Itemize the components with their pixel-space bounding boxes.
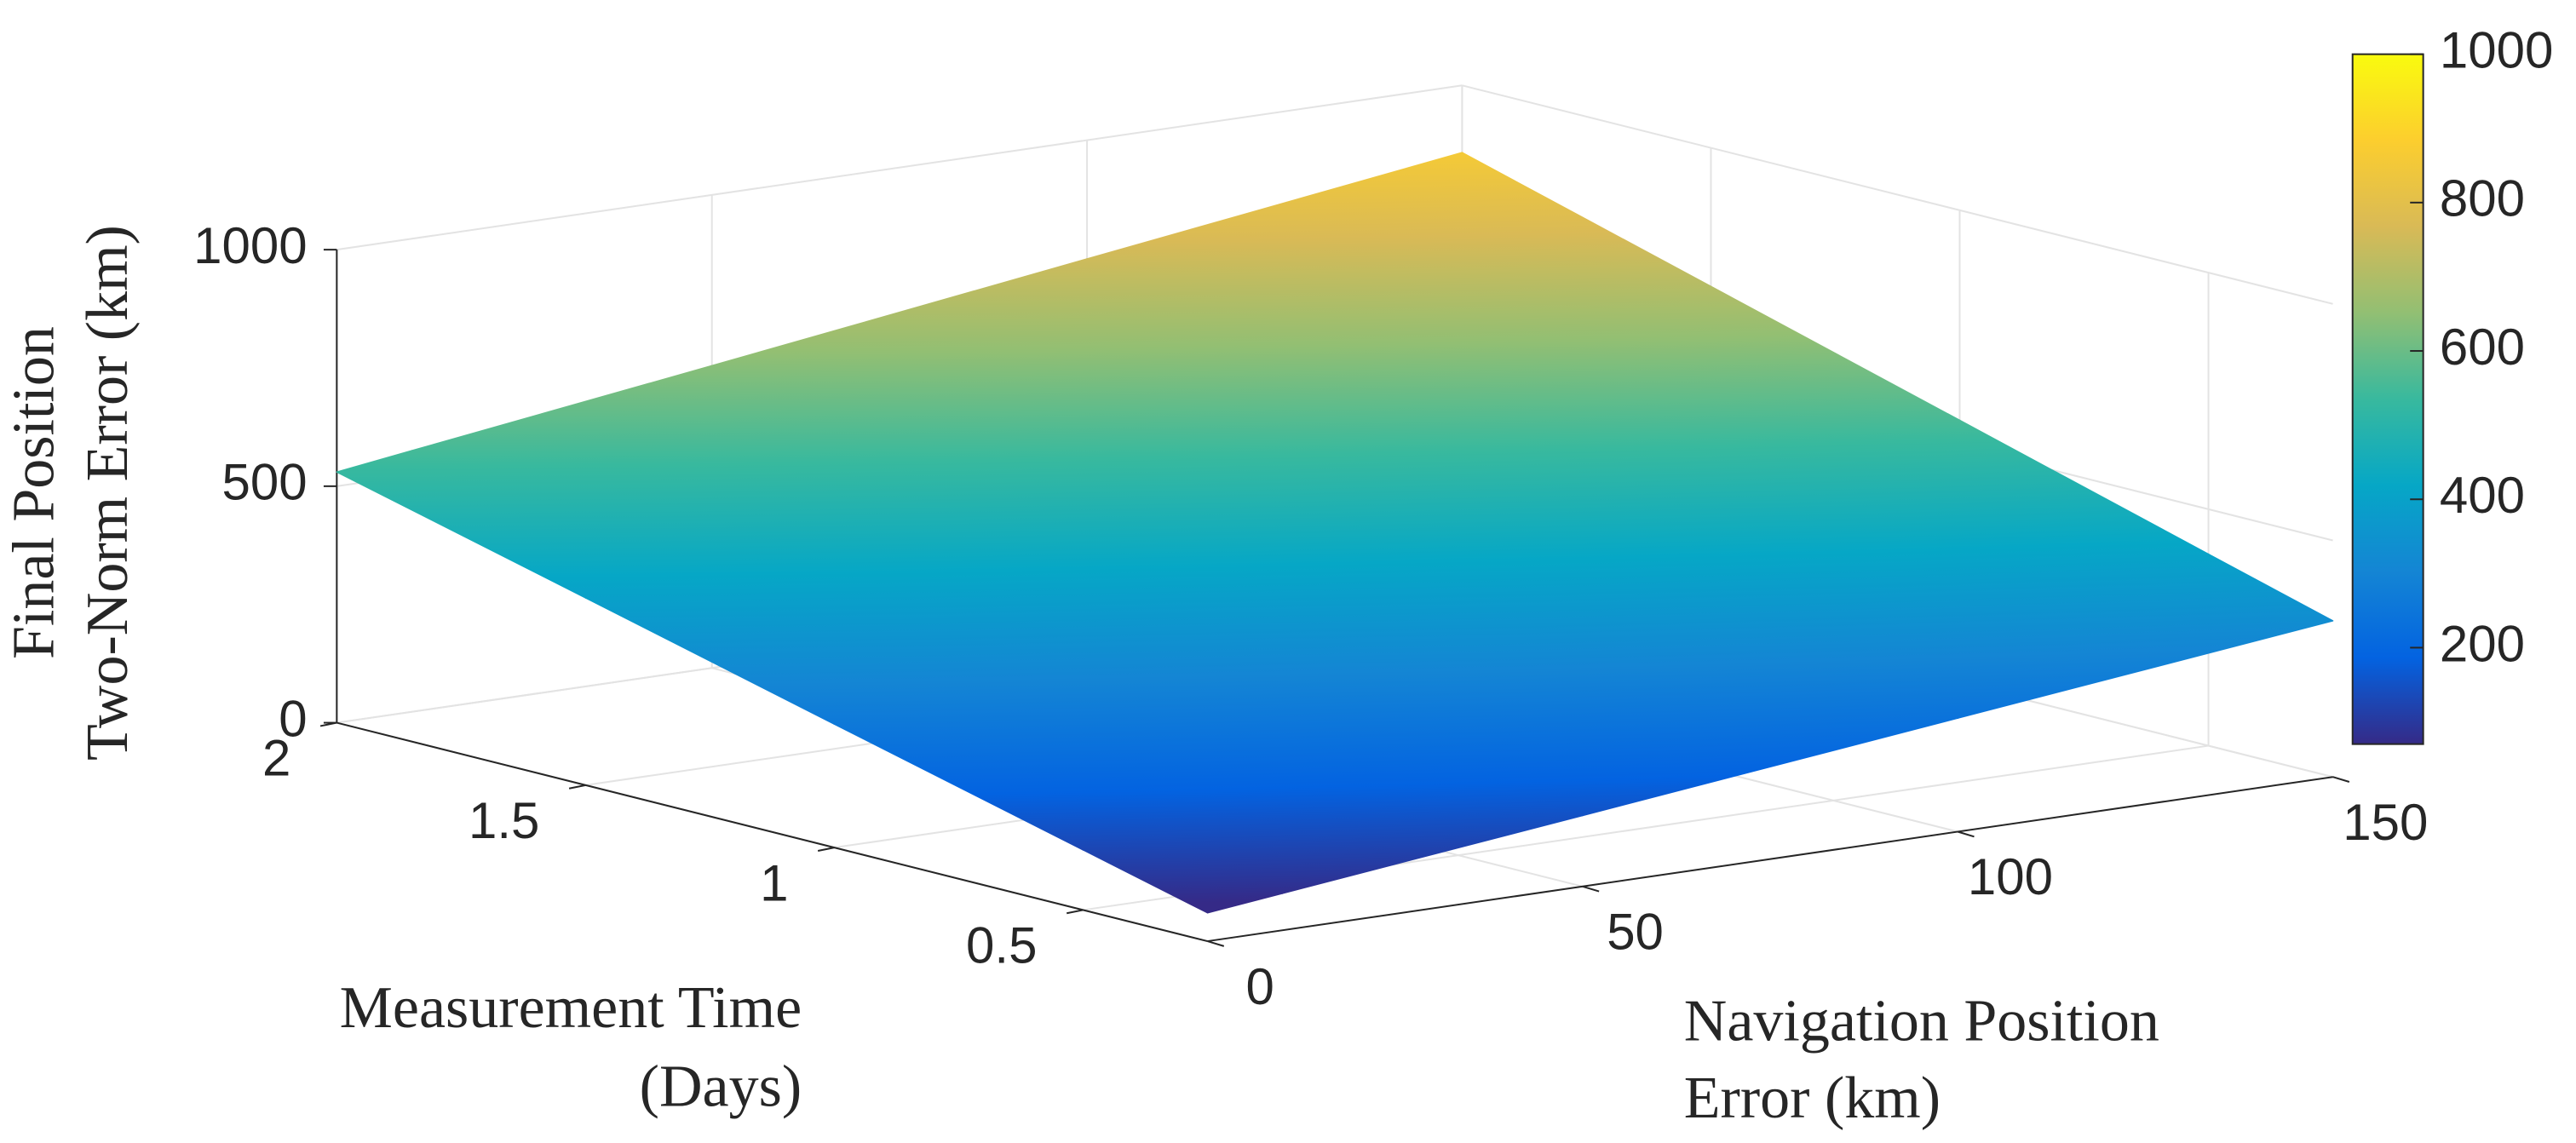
y-tick-label: 1.5 — [469, 792, 539, 849]
colorbar-tick-label: 600 — [2440, 319, 2525, 376]
grid-line — [336, 84, 1463, 251]
x-tick — [2332, 776, 2350, 783]
z-tick-label: 500 — [222, 454, 308, 511]
x-tick — [1207, 940, 1225, 947]
y-axis-label: (Days) — [640, 1054, 802, 1120]
x-tick-label: 50 — [1607, 903, 1664, 960]
colorbar-tick-label: 200 — [2440, 615, 2525, 672]
colorbar — [2351, 53, 2424, 745]
colorbar-tick-label: 1000 — [2440, 21, 2553, 78]
y-axis-label: Measurement Time — [340, 975, 802, 1041]
z-tick-label: 0 — [279, 690, 307, 747]
colorbar-tick-label: 800 — [2440, 170, 2525, 227]
y-tick — [568, 784, 586, 790]
z-axis-label: Final Position — [1, 326, 66, 659]
x-tick-label: 0 — [1246, 958, 1274, 1015]
y-tick — [817, 847, 835, 852]
surface-patch — [1157, 829, 1284, 914]
y-tick-label: 1 — [760, 854, 788, 911]
y-tick-label: 2 — [262, 730, 290, 787]
x-tick — [1957, 830, 1975, 838]
x-axis-label: Navigation Position — [1684, 988, 2159, 1054]
z-axis-label: Two-Norm Error (km) — [75, 225, 141, 761]
x-axis-line — [1207, 776, 2333, 943]
grid-line — [1462, 84, 2333, 305]
y-tick-label: 0.5 — [966, 917, 1037, 974]
y-tick — [1066, 909, 1084, 915]
y-axis-line — [336, 721, 1208, 943]
x-tick-label: 150 — [2343, 794, 2428, 851]
colorbar-tick-label: 400 — [2440, 467, 2525, 524]
z-tick-label: 1000 — [193, 217, 307, 274]
x-axis-label: Error (km) — [1684, 1065, 1941, 1131]
x-tick-label: 100 — [1968, 848, 2053, 905]
x-tick — [1582, 885, 1600, 893]
